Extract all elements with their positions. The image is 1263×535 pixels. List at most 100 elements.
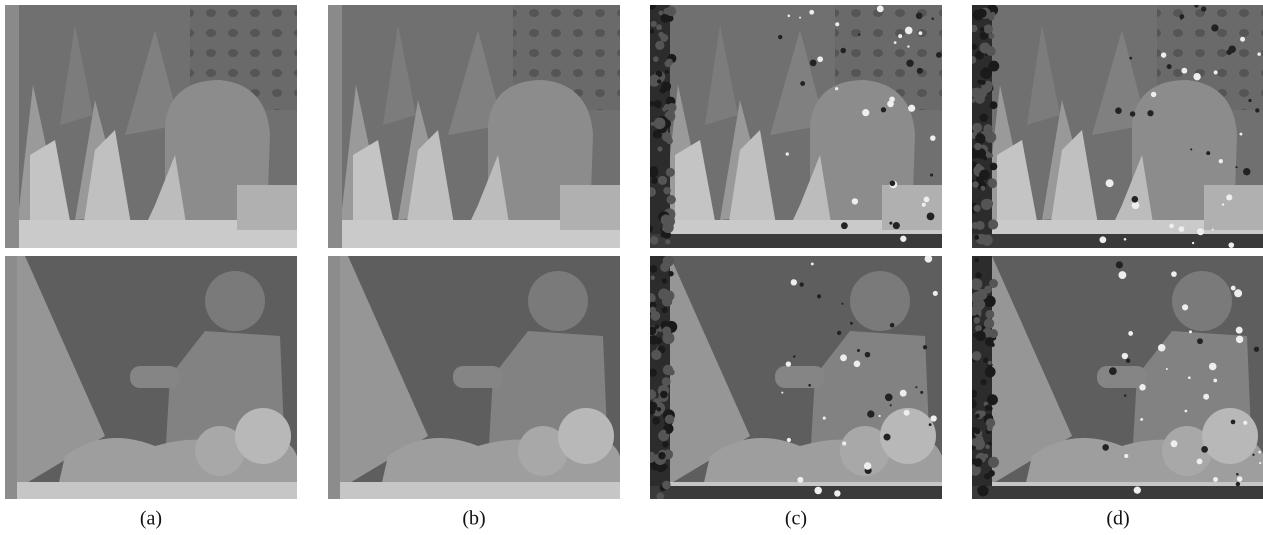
noise-blob	[1109, 367, 1117, 375]
noise-blob	[865, 352, 871, 358]
noise-blob	[817, 56, 823, 62]
noise-blob	[985, 310, 994, 319]
noise-blob	[1171, 271, 1177, 277]
noise-blob	[665, 415, 674, 424]
noise-blob	[661, 82, 671, 92]
noise-blob	[890, 404, 892, 406]
noise-blob	[973, 205, 980, 212]
noise-blob	[658, 32, 664, 38]
noise-blob	[1102, 444, 1109, 451]
noise-blob	[983, 156, 987, 160]
noise-blob	[920, 391, 923, 394]
noise-blob	[650, 265, 658, 273]
noise-blob	[662, 307, 668, 313]
noise-blob	[1130, 111, 1135, 116]
noise-blob	[1252, 454, 1254, 456]
noise-blob	[661, 232, 667, 238]
noise-blob	[1257, 52, 1261, 56]
noise-blob	[657, 79, 661, 83]
noise-blob	[666, 168, 675, 177]
noise-blob	[1132, 196, 1139, 203]
noise-blob	[1180, 18, 1182, 20]
noise-blob	[977, 485, 988, 496]
noise-blob	[1124, 394, 1126, 396]
noise-blob	[662, 377, 671, 386]
noise-blob	[930, 415, 936, 421]
noise-blob	[1254, 347, 1259, 352]
noise-blob	[923, 345, 927, 349]
box	[1204, 185, 1263, 230]
flower	[235, 408, 291, 464]
noise-blob	[975, 272, 981, 278]
noise-blob	[930, 174, 933, 177]
noise-blob	[655, 41, 664, 50]
caption: (c)	[785, 508, 807, 530]
noise-blob	[980, 379, 986, 385]
noise-blob	[979, 170, 990, 181]
noise-blob	[1214, 70, 1218, 74]
noise-blob	[649, 369, 657, 377]
noise-blob	[985, 131, 997, 143]
noise-blob	[985, 445, 990, 450]
noise-blob	[667, 195, 676, 204]
noise-blob	[659, 11, 664, 16]
noise-blob	[974, 428, 980, 434]
noise-blob	[651, 350, 661, 360]
noise-blob	[1197, 459, 1203, 465]
box	[560, 185, 620, 230]
noise-blob	[1167, 64, 1172, 69]
border-noise	[650, 234, 942, 248]
noise-blob	[974, 143, 981, 150]
noise-blob	[1228, 242, 1234, 248]
noise-blob	[907, 45, 909, 47]
bear-head	[528, 271, 588, 331]
noise-blob	[1161, 52, 1166, 57]
noise-blob	[980, 114, 989, 123]
noise-blob	[975, 93, 985, 103]
panel-image	[645, 255, 942, 500]
noise-blob	[898, 34, 902, 38]
noise-blob	[814, 487, 822, 495]
noise-blob	[651, 178, 657, 184]
noise-blob	[655, 324, 660, 329]
noise-blob	[988, 178, 997, 187]
noise-blob	[1134, 487, 1141, 494]
noise-blob	[857, 349, 860, 352]
noise-blob	[852, 198, 858, 204]
noise-blob	[1126, 358, 1130, 362]
noise-blob	[867, 410, 874, 417]
border-noise	[972, 486, 1263, 500]
noise-blob	[811, 262, 814, 265]
noise-blob	[968, 389, 977, 398]
noise-blob	[1140, 418, 1143, 421]
noise-blob	[1158, 344, 1166, 352]
noise-blob	[974, 458, 983, 467]
noise-blob	[988, 406, 993, 411]
noise-blob	[1236, 336, 1243, 343]
noise-blob	[1188, 376, 1191, 379]
noise-blob	[976, 300, 986, 310]
noise-blob	[1226, 194, 1232, 200]
noise-blob	[987, 425, 993, 431]
edge	[328, 256, 340, 500]
noise-blob	[988, 361, 992, 365]
noise-blob	[1124, 238, 1127, 241]
noise-blob	[1178, 226, 1184, 232]
noise-blob	[650, 236, 659, 245]
noise-blob	[799, 17, 801, 19]
noise-blob	[977, 9, 986, 18]
noise-blob	[1243, 421, 1247, 425]
noise-blob	[662, 107, 667, 112]
noise-blob	[667, 103, 676, 112]
noise-blob	[990, 163, 998, 171]
noise-blob	[778, 35, 782, 39]
noise-blob	[972, 181, 979, 188]
noise-blob	[932, 17, 934, 19]
noise-blob	[984, 318, 994, 328]
noise-blob	[1212, 228, 1214, 230]
noise-blob	[1197, 338, 1203, 344]
noise-blob	[985, 366, 996, 377]
noise-blob	[1248, 99, 1251, 102]
noise-blob	[889, 222, 892, 225]
noise-blob	[1259, 462, 1261, 464]
